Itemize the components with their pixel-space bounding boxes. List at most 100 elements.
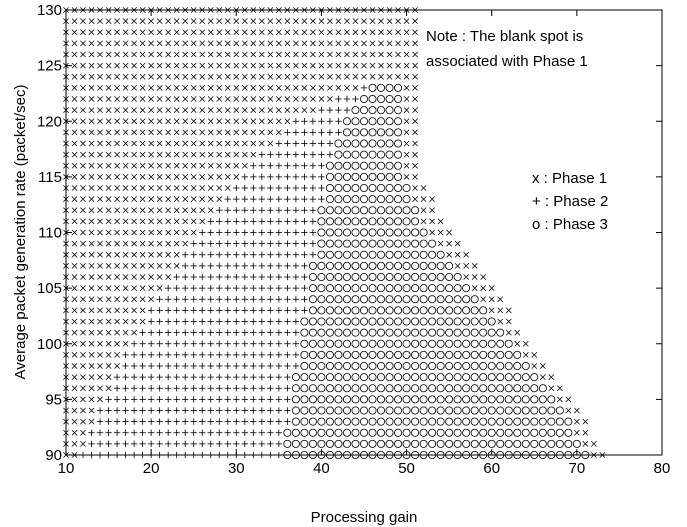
phase-1-point	[156, 96, 163, 102]
phase-1-point	[241, 62, 248, 69]
phase-2-point	[147, 385, 155, 392]
phase-3-point	[317, 228, 326, 237]
phase-1-point	[378, 62, 384, 69]
phase-3-point	[377, 161, 386, 170]
phase-3-point	[394, 217, 403, 226]
phase-1-point	[114, 29, 120, 36]
phase-3-point	[462, 339, 471, 348]
phase-3-point	[479, 395, 488, 404]
phase-1-point	[241, 151, 248, 158]
phase-1-point	[275, 62, 282, 69]
phase-3-point	[394, 195, 403, 204]
phase-2-point	[207, 407, 214, 414]
phase-2-point	[88, 429, 95, 436]
phase-3-point	[377, 83, 386, 92]
phase-2-point	[199, 429, 206, 436]
phase-3-point	[377, 139, 386, 148]
phase-1-point	[199, 118, 206, 125]
phase-3-point	[325, 250, 334, 259]
phase-1-point	[105, 185, 112, 191]
phase-3-point	[317, 339, 326, 348]
phase-1-point	[114, 162, 120, 169]
phase-2-point	[113, 418, 121, 425]
phase-1-point	[80, 207, 86, 214]
phase-3-point	[453, 317, 462, 326]
phase-1-point	[139, 29, 146, 36]
phase-1-point	[80, 173, 86, 180]
phase-1-point	[250, 18, 257, 25]
phase-2-point	[224, 296, 231, 303]
phase-2-point	[156, 351, 163, 359]
phase-1-point	[105, 84, 112, 91]
phase-1-point	[258, 140, 265, 147]
phase-2-point	[173, 440, 180, 448]
phase-3-point	[317, 406, 326, 415]
phase-1-point	[114, 274, 120, 280]
phase-3-point	[334, 361, 343, 370]
phase-3-point	[547, 417, 556, 426]
phase-1-point	[573, 418, 580, 425]
phase-2-point	[190, 318, 197, 325]
phase-1-point	[105, 307, 112, 314]
phase-3-point	[308, 417, 317, 426]
y-tick-label: 120	[37, 113, 62, 130]
phase-3-point	[394, 384, 403, 393]
phase-1-point	[131, 185, 137, 191]
phase-2-point	[301, 129, 308, 136]
phase-1-point	[105, 118, 112, 125]
phase-1-point	[148, 29, 155, 36]
phase-1-point	[224, 96, 231, 102]
phase-3-point	[436, 261, 445, 270]
phase-1-point	[241, 29, 248, 36]
phase-1-point	[352, 73, 359, 80]
phase-1-point	[275, 29, 282, 36]
phase-1-point	[88, 363, 95, 369]
phase-3-point	[385, 83, 394, 92]
phase-3-point	[334, 295, 343, 304]
phase-1-point	[216, 140, 223, 147]
phase-3-point	[479, 406, 488, 415]
phase-1-point	[233, 173, 240, 180]
phase-1-point	[71, 407, 78, 414]
phase-1-point	[71, 62, 78, 69]
phase-3-point	[470, 328, 479, 337]
phase-1-point	[284, 51, 291, 58]
phase-3-point	[359, 95, 368, 104]
phase-1-point	[139, 318, 146, 325]
phase-3-point	[411, 306, 420, 315]
phase-3-point	[462, 384, 471, 393]
phase-3-point	[334, 195, 343, 204]
phase-1-point	[420, 185, 427, 191]
phase-3-point	[445, 261, 454, 270]
phase-2-point	[122, 362, 129, 370]
phase-3-point	[453, 350, 462, 359]
note-line-1: Note : The blank spot is	[426, 28, 583, 45]
phase-3-point	[300, 417, 309, 426]
phase-1-point	[182, 84, 189, 91]
phase-1-point	[190, 107, 197, 114]
phase-1-point	[250, 62, 257, 69]
phase-1-point	[241, 162, 248, 169]
phase-3-point	[368, 128, 377, 137]
phase-1-point	[386, 29, 393, 36]
phase-1-point	[105, 374, 112, 381]
phase-3-point	[411, 261, 420, 270]
phase-3-point	[453, 428, 462, 437]
phase-2-point	[156, 407, 163, 414]
phase-2-point	[190, 418, 197, 425]
phase-3-point	[342, 417, 351, 426]
phase-1-point	[165, 96, 172, 102]
phase-2-point	[199, 385, 206, 392]
phase-2-point	[216, 218, 223, 225]
phase-3-point	[368, 373, 377, 382]
phase-3-point	[445, 384, 454, 393]
phase-1-point	[88, 351, 95, 358]
phase-2-point	[164, 373, 172, 381]
phase-1-point	[165, 84, 172, 91]
phase-2-point	[360, 84, 368, 92]
phase-2-point	[284, 351, 291, 359]
phase-3-point	[368, 183, 377, 192]
phase-2-point	[275, 307, 283, 314]
phase-3-point	[377, 284, 386, 293]
phase-1-point	[395, 40, 401, 47]
